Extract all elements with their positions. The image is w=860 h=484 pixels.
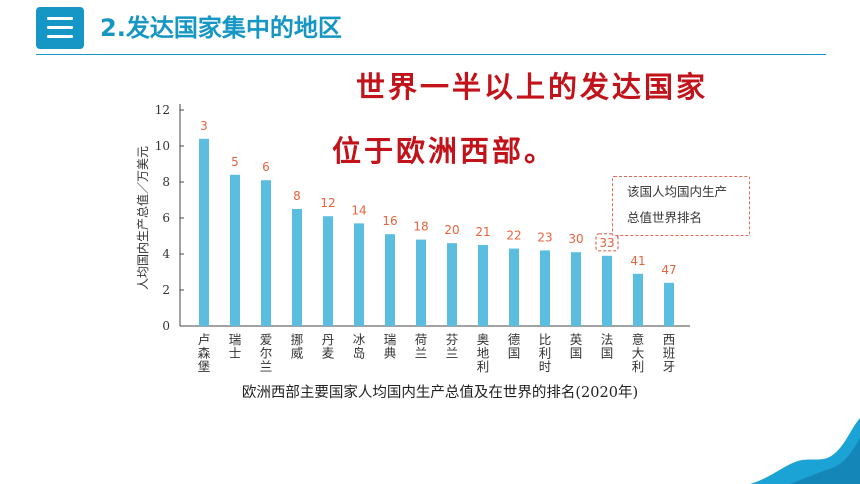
- rank-label: 3: [200, 119, 208, 133]
- y-axis-label: 人均国内生产总值／万美元: [135, 146, 150, 290]
- x-tick-label: 挪威: [291, 332, 304, 361]
- x-tick-label: 瑞典: [384, 332, 397, 361]
- bar: [540, 250, 550, 326]
- bar: [478, 245, 488, 326]
- rank-label: 16: [382, 214, 397, 228]
- bar: [602, 255, 612, 326]
- x-tick-label: 德国: [508, 332, 521, 361]
- rank-label: 33: [599, 236, 614, 250]
- bar: [385, 234, 395, 326]
- bar: [447, 243, 457, 326]
- y-tick-label: 10: [155, 139, 170, 153]
- rank-label: 5: [231, 155, 239, 169]
- y-tick-label: 4: [162, 247, 170, 261]
- x-tick-label: 奥地利: [477, 332, 490, 374]
- decorative-wave-icon: [750, 418, 860, 484]
- bar: [633, 273, 643, 326]
- list-icon-line: [47, 17, 73, 20]
- x-tick-label: 冰岛: [353, 332, 366, 361]
- annotation-line-2: 总值世界排名: [627, 210, 703, 225]
- rank-label: 41: [630, 254, 645, 268]
- y-tick-label: 12: [155, 103, 170, 117]
- x-tick-label: 芬兰: [446, 332, 459, 361]
- x-tick-label: 法国: [601, 332, 614, 361]
- y-tick-label: 0: [162, 319, 170, 333]
- bar: [664, 282, 674, 326]
- list-icon: [36, 7, 84, 49]
- y-tick-label: 2: [162, 283, 170, 297]
- x-tick-label: 荷兰: [415, 332, 428, 361]
- rank-highlight-box: [595, 233, 619, 252]
- rank-annotation-box: 该国人均国内生产 总值世界排名: [612, 176, 750, 236]
- rank-label: 18: [413, 220, 428, 234]
- rank-label: 14: [351, 203, 366, 217]
- x-tick-label: 意大利: [632, 332, 645, 374]
- rank-label: 20: [444, 223, 459, 237]
- rank-label: 23: [537, 230, 552, 244]
- rank-label: 47: [661, 263, 676, 277]
- y-tick-label: 8: [162, 175, 170, 189]
- x-tick-label: 比利时: [539, 332, 552, 374]
- x-tick-label: 瑞士: [229, 332, 242, 361]
- bar: [292, 209, 302, 326]
- bar: [509, 248, 519, 326]
- rank-label: 22: [506, 229, 521, 243]
- bar: [261, 180, 271, 326]
- rank-label: 6: [262, 160, 270, 174]
- list-icon-line: [47, 26, 73, 29]
- bar: [323, 216, 333, 326]
- x-tick-label: 英国: [570, 332, 583, 361]
- x-tick-label: 西班牙: [663, 332, 676, 374]
- x-tick-label: 卢森堡: [198, 332, 211, 374]
- rank-label: 21: [475, 225, 490, 239]
- list-icon-line: [47, 35, 73, 38]
- header-divider: [36, 54, 826, 55]
- rank-label: 8: [293, 189, 301, 203]
- x-tick-label: 爱尔兰: [260, 332, 273, 374]
- chart-caption: 欧洲西部主要国家人均国内生产总值及在世界的排名(2020年): [241, 385, 639, 401]
- callout-line-1: 世界一半以上的发达国家: [356, 70, 709, 104]
- bar: [354, 223, 364, 326]
- bar: [416, 239, 426, 326]
- bar: [230, 174, 240, 326]
- page-title: 2.发达国家集中的地区: [100, 14, 342, 42]
- annotation-line-1: 该国人均国内生产: [627, 184, 728, 199]
- rank-label: 12: [320, 196, 335, 210]
- callout-line-2: 位于欧洲西部。: [332, 134, 557, 168]
- bar: [199, 138, 209, 326]
- x-tick-label: 丹麦: [322, 332, 335, 361]
- rank-label: 30: [568, 232, 583, 246]
- bar: [571, 252, 581, 326]
- y-tick-label: 6: [162, 211, 170, 225]
